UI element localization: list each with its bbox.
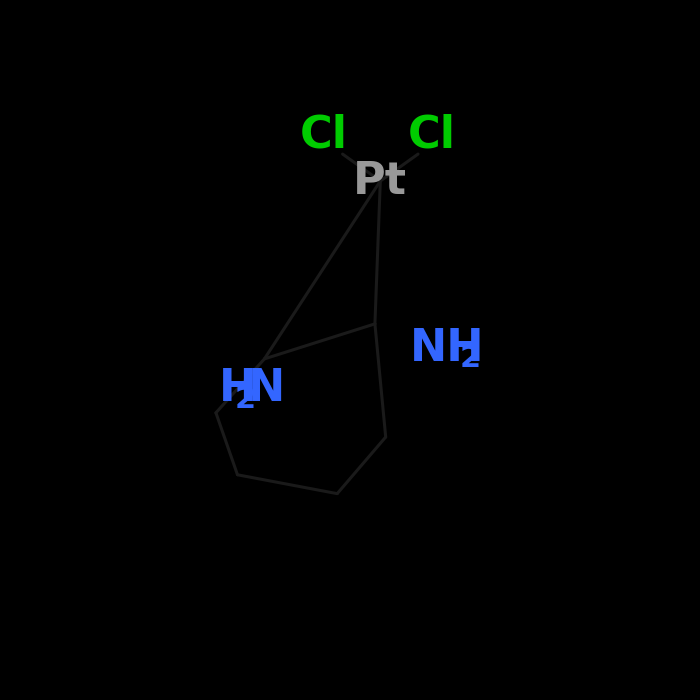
- Text: Cl: Cl: [300, 113, 348, 157]
- Text: Cl: Cl: [407, 113, 456, 157]
- Text: N: N: [248, 367, 286, 410]
- Text: 2: 2: [234, 385, 256, 414]
- Text: Pt: Pt: [354, 160, 407, 202]
- Text: H: H: [218, 367, 256, 410]
- Text: 2: 2: [459, 344, 481, 373]
- Text: NH: NH: [410, 327, 484, 370]
